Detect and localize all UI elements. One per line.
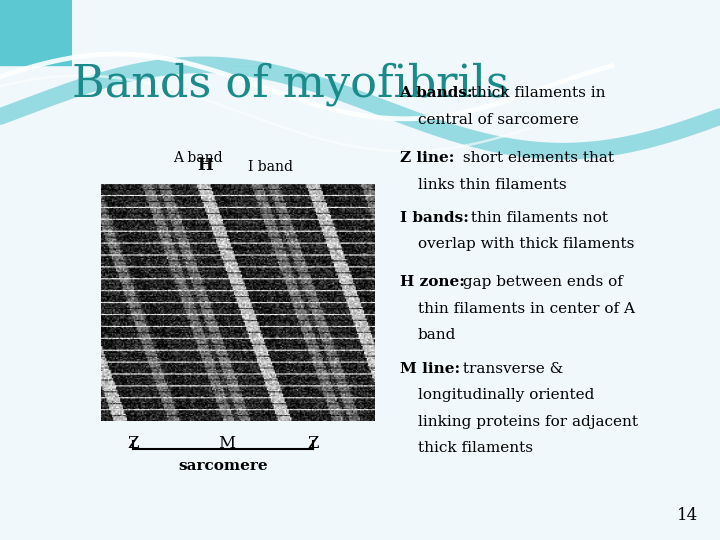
Text: 14: 14	[677, 507, 698, 524]
Text: sarcomere: sarcomere	[179, 459, 268, 473]
Text: gap between ends of: gap between ends of	[458, 275, 622, 289]
Text: Z: Z	[307, 435, 319, 451]
Text: I bands:: I bands:	[400, 211, 469, 225]
Text: transverse &: transverse &	[458, 362, 563, 376]
Text: band: band	[418, 328, 456, 342]
Text: central of sarcomere: central of sarcomere	[418, 113, 578, 127]
Text: thick filaments: thick filaments	[418, 441, 533, 455]
Text: M: M	[218, 435, 235, 451]
Text: thin filaments in center of A: thin filaments in center of A	[418, 302, 634, 316]
Text: Bands of myofibrils: Bands of myofibrils	[72, 62, 509, 105]
Text: thick filaments in: thick filaments in	[466, 86, 606, 100]
Text: H zone:: H zone:	[400, 275, 464, 289]
Text: longitudinally oriented: longitudinally oriented	[418, 388, 594, 402]
Text: H: H	[197, 157, 213, 174]
Text: Z: Z	[127, 435, 139, 451]
Text: linking proteins for adjacent: linking proteins for adjacent	[418, 415, 638, 429]
Text: links thin filaments: links thin filaments	[418, 178, 566, 192]
Text: I band: I band	[248, 160, 294, 174]
Text: overlap with thick filaments: overlap with thick filaments	[418, 237, 634, 251]
Text: Z line:: Z line:	[400, 151, 454, 165]
Text: M line:: M line:	[400, 362, 460, 376]
Text: A bands:: A bands:	[400, 86, 473, 100]
Text: thin filaments not: thin filaments not	[466, 211, 608, 225]
Text: short elements that: short elements that	[458, 151, 613, 165]
Text: A band: A band	[174, 151, 222, 165]
